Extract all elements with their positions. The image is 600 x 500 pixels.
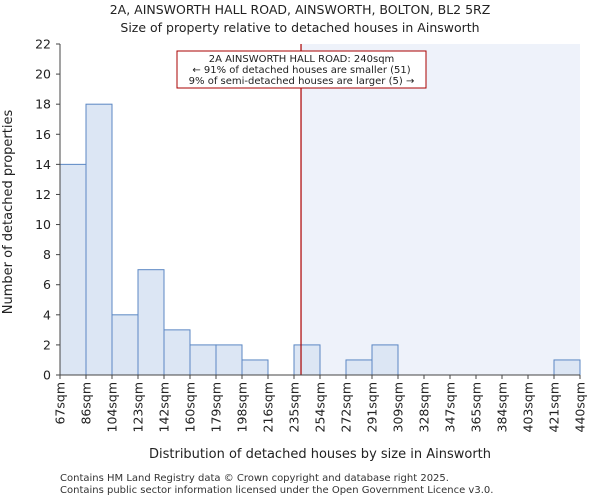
bar-291sqm[interactable]	[371, 344, 399, 376]
bar-123sqm[interactable]	[137, 269, 165, 376]
chart-title-line-1: 2A, AINSWORTH HALL ROAD, AINSWORTH, BOLT…	[110, 2, 491, 17]
bar-67sqm[interactable]	[59, 163, 87, 376]
x-tick-label-291sqm: 291sqm	[365, 382, 380, 432]
x-tick-label-403sqm: 403sqm	[521, 382, 536, 432]
x-tick-label-198sqm: 198sqm	[235, 382, 250, 432]
bar-142sqm[interactable]	[163, 329, 191, 376]
y-tick-label-22: 22	[35, 37, 51, 52]
footer-line-2: Contains public sector information licen…	[60, 485, 494, 496]
plot-area: 0 2 4 6 8 10 12 14 16 18 20 22 67sqm 86sqm 104sqm 123sq…	[35, 37, 587, 433]
bar-272sqm[interactable]	[345, 359, 373, 376]
bar-421sqm[interactable]	[553, 359, 581, 376]
bar-86sqm[interactable]	[85, 103, 113, 376]
y-tick-label-8: 8	[43, 247, 51, 262]
x-tick-label-347sqm: 347sqm	[443, 382, 458, 432]
x-tick-label-421sqm: 421sqm	[547, 382, 562, 432]
x-tick-label-160sqm: 160sqm	[183, 382, 198, 432]
annotation-line-2: ← 91% of detached houses are smaller (51…	[192, 65, 410, 76]
x-tick-label-86sqm: 86sqm	[79, 382, 94, 425]
bar-160sqm[interactable]	[189, 344, 217, 376]
y-tick-label-20: 20	[35, 67, 51, 82]
y-tick-label-2: 2	[43, 337, 51, 352]
y-tick-label-14: 14	[35, 157, 51, 172]
footer-line-1: Contains HM Land Registry data © Crown c…	[60, 473, 449, 484]
highlight-region	[301, 44, 580, 375]
annotation-box	[176, 50, 427, 89]
x-tick-label-104sqm: 104sqm	[105, 382, 120, 432]
y-tick-label-18: 18	[35, 97, 51, 112]
x-tick-label-179sqm: 179sqm	[209, 382, 224, 432]
x-tick-label-254sqm: 254sqm	[313, 382, 328, 432]
y-axis-label: Number of detached properties	[1, 110, 16, 315]
chart-title-line-2: Size of property relative to detached ho…	[120, 20, 479, 35]
y-tick-label-12: 12	[35, 187, 51, 202]
x-tick-label-272sqm: 272sqm	[339, 382, 354, 432]
y-tick-label-6: 6	[43, 277, 51, 292]
bar-104sqm[interactable]	[111, 314, 139, 376]
x-tick-label-384sqm: 384sqm	[495, 382, 510, 432]
x-tick-label-67sqm: 67sqm	[53, 382, 68, 425]
x-tick-label-123sqm: 123sqm	[131, 382, 146, 432]
y-tick-label-16: 16	[35, 127, 51, 142]
bar-235sqm[interactable]	[293, 344, 321, 376]
x-tick-label-309sqm: 309sqm	[391, 382, 406, 432]
bar-179sqm[interactable]	[215, 344, 243, 376]
x-tick-label-235sqm: 235sqm	[287, 382, 302, 432]
annotation-line-3: 9% of semi-detached houses are larger (5…	[189, 76, 415, 87]
x-tick-label-365sqm: 365sqm	[469, 382, 484, 432]
x-tick-label-328sqm: 328sqm	[417, 382, 432, 432]
bar-198sqm[interactable]	[241, 359, 269, 376]
x-tick-label-440sqm: 440sqm	[573, 382, 588, 432]
y-tick-label-4: 4	[43, 307, 51, 322]
x-tick-label-216sqm: 216sqm	[261, 382, 276, 432]
annotation-line-1: 2A AINSWORTH HALL ROAD: 240sqm	[209, 54, 395, 65]
y-tick-label-10: 10	[35, 217, 51, 232]
x-axis-label: Distribution of detached houses by size …	[149, 447, 491, 462]
y-tick-label-0: 0	[43, 368, 51, 383]
x-tick-label-142sqm: 142sqm	[157, 382, 172, 432]
